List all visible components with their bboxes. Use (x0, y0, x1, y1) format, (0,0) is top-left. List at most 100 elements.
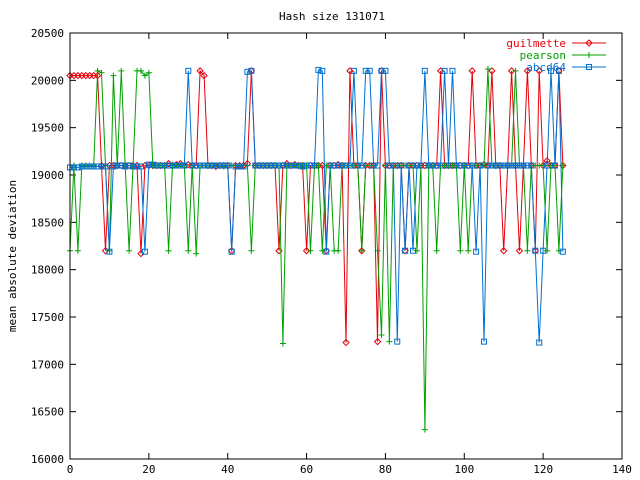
data-point (110, 72, 117, 79)
data-point (488, 67, 496, 75)
data-point (94, 163, 101, 170)
data-point (181, 162, 188, 169)
data-point (453, 162, 460, 169)
data-point (449, 67, 456, 74)
data-point (544, 247, 551, 254)
data-point (413, 247, 420, 254)
data-point (520, 162, 527, 169)
x-tick-label: 40 (221, 463, 234, 476)
data-point (421, 67, 428, 74)
data-point (500, 162, 507, 169)
data-point (524, 162, 531, 169)
data-point (275, 162, 282, 169)
data-point (433, 247, 440, 254)
data-point (398, 162, 405, 169)
data-point (559, 248, 566, 255)
data-point (473, 248, 480, 255)
data-point (515, 247, 524, 255)
legend-marker (586, 64, 592, 70)
data-point (468, 67, 476, 75)
data-point (86, 163, 93, 170)
data-point (465, 162, 472, 169)
data-point (374, 162, 381, 169)
data-point (185, 67, 192, 74)
data-point (436, 67, 445, 75)
data-point (406, 162, 413, 169)
x-tick-label: 100 (454, 463, 474, 476)
data-point (70, 164, 77, 171)
data-point (268, 162, 275, 169)
data-point (373, 337, 382, 346)
data-point (141, 72, 148, 79)
data-point (425, 162, 432, 169)
data-point (118, 162, 125, 169)
data-point (126, 162, 133, 169)
data-point (295, 162, 302, 169)
x-tick-label: 120 (533, 463, 553, 476)
y-axis-label: mean absolute deviation (6, 180, 19, 332)
x-tick-label: 0 (67, 463, 74, 476)
data-point (512, 67, 519, 74)
data-point (185, 247, 192, 254)
legend-marker (585, 39, 593, 47)
data-point (137, 249, 145, 258)
data-point (433, 162, 440, 169)
data-point (287, 162, 294, 169)
data-point (307, 247, 314, 254)
legend-marker (586, 52, 592, 58)
data-point (331, 162, 338, 169)
y-tick-label: 20000 (31, 74, 64, 87)
data-point (354, 162, 361, 169)
data-point (508, 162, 515, 169)
data-point (153, 162, 160, 169)
legend-label: pearson (520, 49, 566, 62)
data-point (540, 247, 547, 254)
data-point (540, 162, 547, 169)
data-point (523, 67, 532, 75)
data-point (350, 67, 357, 74)
data-point (532, 247, 539, 254)
data-point (248, 67, 255, 74)
data-point (82, 163, 89, 170)
data-point (98, 69, 105, 76)
data-point (165, 162, 172, 169)
data-point (457, 247, 464, 254)
data-point (481, 162, 487, 169)
data-point (137, 67, 144, 74)
data-point (165, 247, 172, 254)
data-point (102, 163, 109, 170)
data-point (134, 163, 141, 170)
data-point (469, 162, 476, 169)
data-point (248, 247, 255, 254)
data-point (114, 162, 121, 169)
data-point (299, 163, 306, 170)
data-point (496, 162, 503, 169)
data-point (410, 247, 417, 254)
data-point (106, 248, 113, 255)
data-point (208, 162, 215, 169)
y-tick-label: 16500 (31, 406, 64, 419)
data-point (555, 67, 562, 74)
data-point (302, 247, 311, 255)
data-point (504, 162, 511, 169)
data-point (272, 162, 279, 169)
data-point (184, 160, 192, 169)
data-point (461, 162, 468, 169)
data-point (417, 162, 424, 169)
x-tick-label: 20 (142, 463, 155, 476)
data-point (390, 162, 397, 169)
data-point (279, 162, 286, 169)
data-point (193, 162, 200, 169)
data-point (252, 162, 259, 169)
axis-ticks: 16000 16500 17000 17500 18000 18500 19000 19500… (31, 27, 632, 476)
data-point (161, 162, 168, 169)
series-line (70, 69, 564, 343)
y-tick-label: 20500 (31, 27, 64, 40)
y-tick-label: 18500 (31, 216, 64, 229)
data-point (110, 163, 117, 170)
x-tick-label: 140 (612, 463, 632, 476)
data-point (303, 162, 310, 169)
data-point (339, 162, 346, 169)
